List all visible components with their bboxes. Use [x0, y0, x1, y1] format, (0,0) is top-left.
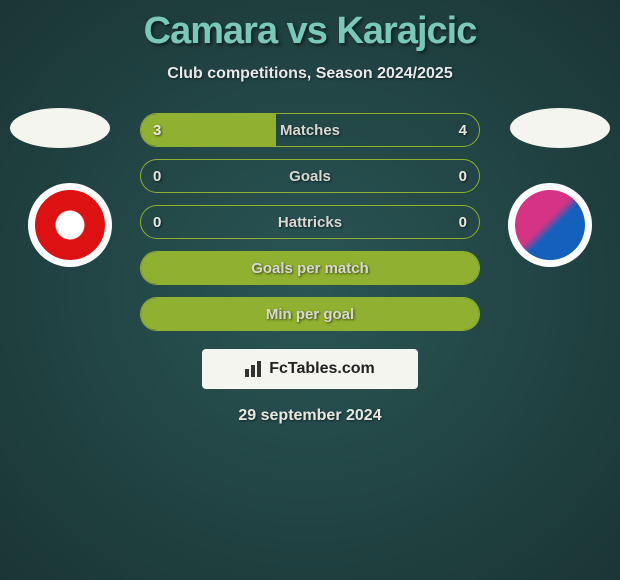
watermark-text: FcTables.com — [269, 360, 375, 378]
player-right-badge — [510, 108, 610, 148]
player-left-badge — [10, 108, 110, 148]
stat-right-value: 0 — [459, 214, 467, 231]
stat-label: Goals — [141, 168, 479, 185]
comparison-area: 3 Matches 4 0 Goals 0 0 Hattricks 0 Goal… — [0, 113, 620, 331]
date-text: 29 september 2024 — [0, 407, 620, 425]
watermark: FcTables.com — [202, 349, 418, 389]
chart-icon — [245, 361, 265, 377]
stat-bar-min-per-goal: Min per goal — [140, 297, 480, 331]
stat-bar-goals-per-match: Goals per match — [140, 251, 480, 285]
stat-bar-goals: 0 Goals 0 — [140, 159, 480, 193]
stat-bar-hattricks: 0 Hattricks 0 — [140, 205, 480, 239]
club-left-badge — [28, 183, 112, 267]
subtitle: Club competitions, Season 2024/2025 — [0, 65, 620, 83]
stat-label: Matches — [141, 122, 479, 139]
stat-label: Goals per match — [141, 260, 479, 277]
stats-bars: 3 Matches 4 0 Goals 0 0 Hattricks 0 Goal… — [140, 113, 480, 331]
page-title: Camara vs Karajcic — [0, 0, 620, 53]
stat-bar-matches: 3 Matches 4 — [140, 113, 480, 147]
club-right-badge — [508, 183, 592, 267]
stat-right-value: 4 — [459, 122, 467, 139]
stat-label: Min per goal — [141, 306, 479, 323]
stat-right-value: 0 — [459, 168, 467, 185]
stat-label: Hattricks — [141, 214, 479, 231]
